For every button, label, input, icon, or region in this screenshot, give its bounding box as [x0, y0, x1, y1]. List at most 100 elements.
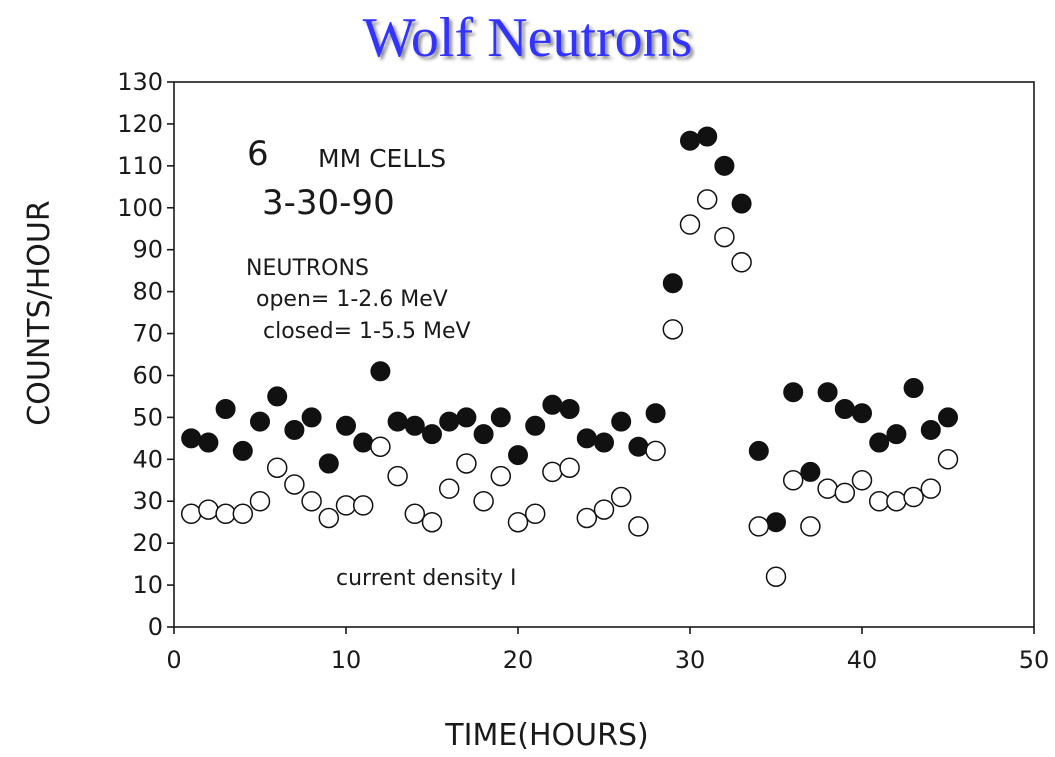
x-tick-label: 20 — [503, 646, 534, 674]
open-marker-point — [886, 490, 907, 512]
open-marker-point — [198, 499, 219, 520]
current-density-label: current density I — [336, 566, 517, 591]
open-marker-point — [490, 465, 512, 487]
closed-marker-point — [680, 130, 700, 151]
closed-marker-point — [886, 424, 907, 445]
closed-marker-point — [232, 440, 253, 461]
open-marker-point — [817, 478, 838, 499]
y-tick-label: 120 — [117, 110, 163, 138]
open-marker-point — [301, 490, 322, 512]
closed-marker-point — [542, 394, 563, 415]
open-marker-point — [937, 449, 959, 470]
closed-marker-point — [490, 407, 511, 428]
open-marker-point — [404, 503, 426, 525]
x-axis-title: TIME(HOURS) — [444, 718, 648, 753]
x-tick-label: 0 — [166, 646, 181, 674]
y-tick-label: 130 — [117, 68, 163, 96]
y-tick-label: 30 — [132, 487, 163, 515]
closed-marker-point — [903, 378, 924, 399]
cell-type-label: MM CELLS — [318, 144, 446, 173]
open-range-label: open= 1-2.6 MeV — [256, 287, 448, 312]
open-marker-point — [473, 490, 494, 512]
closed-marker-point — [817, 382, 838, 403]
closed-marker-point — [250, 411, 270, 432]
closed-marker-point — [852, 403, 872, 424]
open-marker-point — [542, 461, 563, 483]
closed-marker-point — [525, 415, 546, 436]
closed-marker-point — [576, 428, 597, 449]
open-marker-point — [696, 189, 718, 210]
cell-count-label: 6 — [247, 134, 269, 174]
closed-marker-point — [267, 386, 288, 407]
y-tick-label: 80 — [132, 278, 163, 306]
closed-marker-point — [353, 432, 374, 453]
closed-marker-point — [611, 411, 632, 432]
closed-marker-point — [800, 461, 821, 482]
closed-marker-point — [559, 399, 580, 419]
x-tick-label: 30 — [675, 646, 706, 674]
closed-marker-point — [920, 419, 941, 440]
closed-marker-point — [938, 407, 958, 428]
open-marker-point — [352, 495, 374, 516]
closed-marker-point — [318, 453, 339, 474]
open-marker-point — [507, 511, 529, 533]
date-label: 3-30-90 — [262, 183, 395, 223]
open-marker-point — [679, 214, 701, 235]
y-tick-label: 90 — [132, 236, 163, 264]
closed-marker-point — [594, 432, 614, 453]
closed-marker-point — [404, 415, 425, 436]
closed-marker-point — [456, 407, 477, 428]
open-marker-point — [284, 474, 305, 495]
open-marker-point — [834, 482, 856, 504]
y-axis-title: COUNTS/HOUR — [22, 200, 57, 425]
open-marker-point — [868, 490, 890, 512]
open-marker-point — [232, 503, 254, 525]
y-tick-label: 110 — [117, 152, 163, 180]
open-marker-point — [782, 470, 804, 491]
open-marker-point — [335, 495, 357, 516]
closed-marker-point — [422, 424, 442, 445]
open-marker-point — [800, 516, 821, 537]
open-marker-point — [421, 511, 443, 533]
open-marker-point — [266, 457, 288, 478]
slide-title: Wolf Neutrons — [362, 7, 693, 69]
closed-marker-point — [714, 155, 735, 176]
data-points — [180, 126, 959, 587]
open-marker-point — [576, 507, 598, 529]
y-axis: 0 10 20 30 40 50 60 70 80 90 100 110 120 130 — [117, 68, 174, 641]
y-tick-label: 40 — [132, 445, 163, 473]
neutrons-heading: NEUTRONS — [246, 256, 369, 281]
closed-marker-point — [834, 399, 855, 419]
closed-marker-point — [662, 273, 683, 294]
y-tick-label: 50 — [132, 403, 163, 431]
y-tick-label: 10 — [132, 571, 163, 599]
closed-marker-point — [301, 407, 322, 428]
closed-marker-point — [336, 415, 356, 436]
open-marker-point — [851, 470, 873, 491]
open-marker-point — [593, 499, 615, 520]
closed-marker-point — [783, 382, 804, 403]
closed-marker-point — [748, 440, 769, 461]
open-marker-point — [748, 516, 770, 537]
closed-marker-point — [473, 424, 494, 445]
open-marker-point — [559, 457, 580, 478]
open-marker-point — [249, 490, 271, 512]
x-tick-label: 50 — [1019, 646, 1050, 674]
closed-marker-point — [198, 432, 219, 453]
open-marker-point — [456, 453, 477, 474]
open-marker-point — [645, 440, 666, 462]
open-marker-point — [524, 503, 546, 525]
plot-frame — [173, 81, 1035, 628]
open-marker-point — [731, 252, 752, 273]
y-tick-label: 20 — [132, 529, 163, 557]
closed-marker-point — [697, 126, 718, 147]
closed-marker-point — [628, 436, 649, 457]
closed-marker-point — [645, 403, 666, 424]
closed-marker-point — [508, 445, 528, 466]
y-tick-label: 0 — [148, 613, 163, 641]
open-marker-point — [920, 478, 942, 499]
y-tick-label: 70 — [132, 320, 163, 348]
x-tick-label: 10 — [331, 646, 362, 674]
closed-marker-point — [439, 411, 460, 432]
open-marker-point — [903, 486, 924, 508]
